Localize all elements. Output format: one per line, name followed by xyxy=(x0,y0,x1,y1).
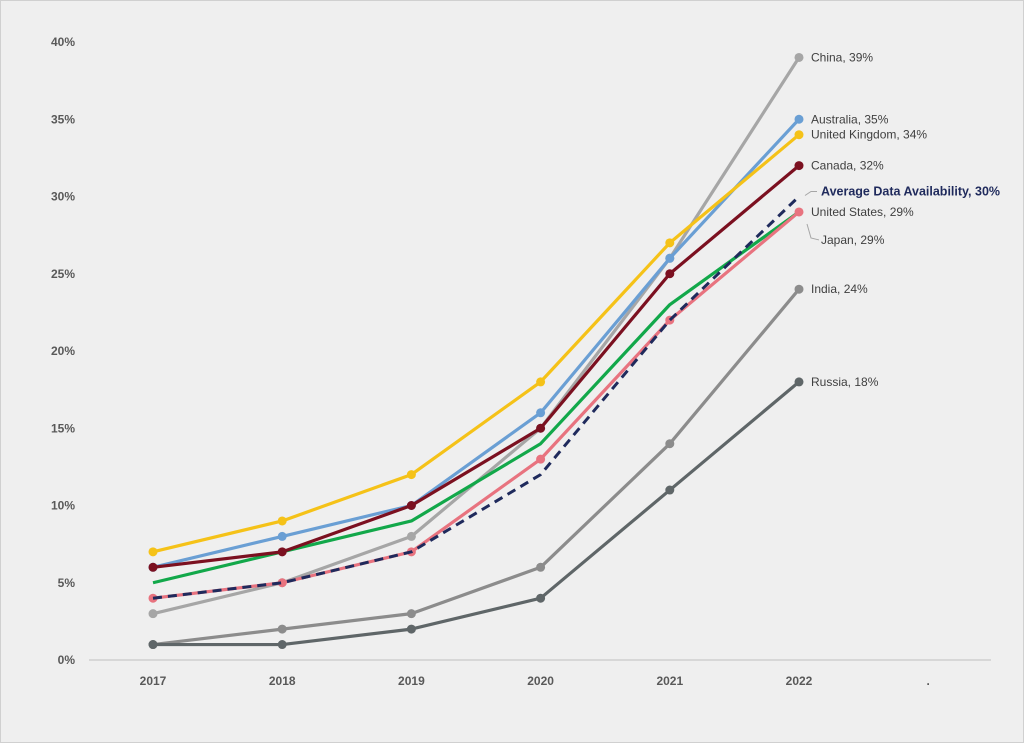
data-point xyxy=(794,52,804,62)
leader-line xyxy=(806,223,820,241)
x-tick-label: . xyxy=(927,674,930,688)
series-labels: China, 39% Australia, 35% United Kingdom, … xyxy=(804,50,1000,389)
y-tick-label: 15% xyxy=(51,421,75,435)
series-end-label: Canada, 32% xyxy=(811,159,884,173)
data-point xyxy=(277,547,287,557)
series-end-label: India, 24% xyxy=(811,282,868,296)
data-point xyxy=(536,377,546,387)
x-tick-label: 2017 xyxy=(140,674,167,688)
series-end-label: United States, 29% xyxy=(811,205,914,219)
series-line-average-data-availability xyxy=(152,195,801,600)
data-point xyxy=(277,578,287,588)
data-point xyxy=(148,562,158,572)
data-point xyxy=(406,531,416,541)
data-point xyxy=(406,501,416,510)
x-tick-label: 2020 xyxy=(527,674,554,688)
y-axis: 0% 5% 10% 15% 20% 25% 30% 35% 40% xyxy=(51,35,75,667)
series-lines xyxy=(148,52,804,650)
data-point xyxy=(794,161,804,171)
x-axis: 2017 2018 2019 2020 2021 2022. xyxy=(89,659,991,688)
series-end-label: Russia, 18% xyxy=(811,375,879,389)
y-tick-label: 40% xyxy=(51,35,75,49)
data-point xyxy=(536,593,546,603)
data-point xyxy=(794,207,804,217)
series-end-label: China, 39% xyxy=(811,50,873,64)
y-tick-label: 35% xyxy=(51,112,75,126)
y-tick-label: 20% xyxy=(51,344,75,358)
data-point xyxy=(536,454,546,464)
series-end-label: United Kingdom, 34% xyxy=(811,128,927,142)
data-point xyxy=(148,640,158,650)
x-tick-label: 2022 xyxy=(786,674,813,688)
leader-line xyxy=(804,191,817,196)
x-tick-label: 2018 xyxy=(269,674,296,688)
series-line-canada xyxy=(152,164,801,569)
data-point xyxy=(277,516,287,526)
data-point xyxy=(794,377,804,387)
data-point xyxy=(665,269,675,279)
series-line-japan xyxy=(152,210,800,585)
data-point xyxy=(665,439,675,449)
data-point xyxy=(148,547,158,557)
y-tick-label: 25% xyxy=(51,267,75,281)
data-point xyxy=(665,253,675,263)
data-point xyxy=(406,624,416,634)
data-point xyxy=(794,284,804,294)
y-tick-label: 0% xyxy=(58,653,76,667)
series-line-india xyxy=(152,288,801,647)
data-point xyxy=(536,562,546,572)
data-point xyxy=(277,531,287,541)
data-point xyxy=(794,114,804,124)
data-point xyxy=(536,423,546,433)
data-point xyxy=(794,130,804,140)
data-point xyxy=(277,640,287,650)
x-tick-label: 2021 xyxy=(656,674,683,688)
series-line-united-kingdom xyxy=(152,133,801,554)
data-point xyxy=(406,609,416,619)
data-point xyxy=(665,238,675,248)
series-line-australia xyxy=(152,118,801,569)
data-point xyxy=(148,609,158,619)
x-tick-label: 2019 xyxy=(398,674,425,688)
data-point xyxy=(277,624,287,634)
data-point xyxy=(406,470,416,480)
data-point xyxy=(665,485,675,495)
y-tick-label: 10% xyxy=(51,499,75,513)
series-line-russia xyxy=(153,380,801,647)
y-tick-label: 5% xyxy=(58,576,76,590)
series-end-label: Japan, 29% xyxy=(821,233,885,247)
y-tick-label: 30% xyxy=(51,190,75,204)
series-end-label: Average Data Availability, 30% xyxy=(821,185,1000,199)
series-end-label: Australia, 35% xyxy=(811,112,889,126)
data-point xyxy=(536,408,546,418)
